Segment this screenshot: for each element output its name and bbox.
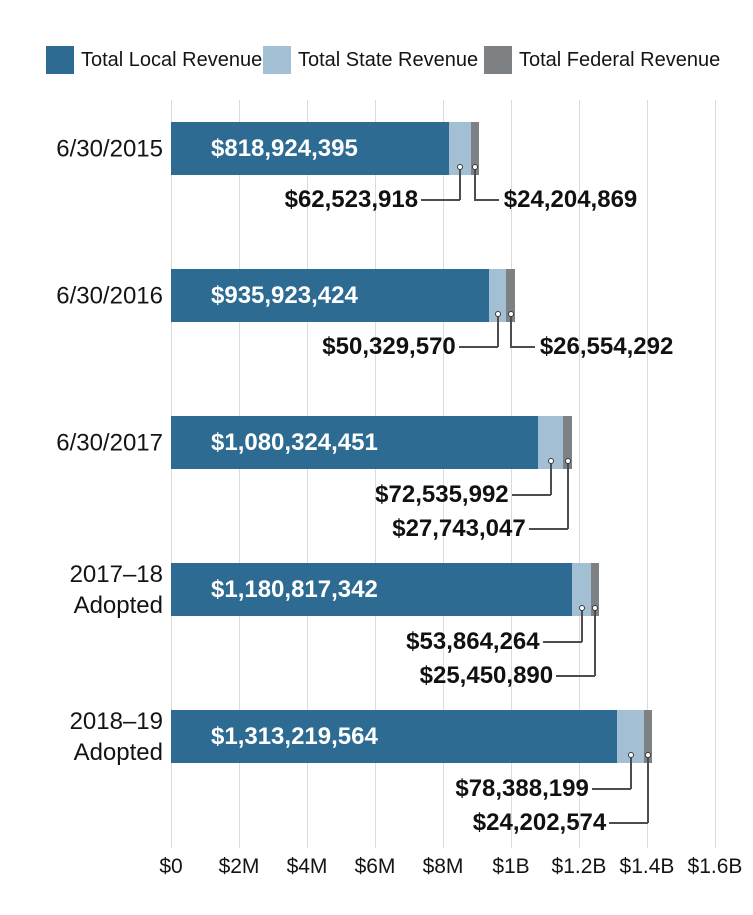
- local-value-label: $818,924,395: [211, 135, 358, 162]
- bar-segment-federal: [470, 122, 479, 175]
- state-value-label: $72,535,992: [375, 481, 509, 508]
- legend-swatch-state-icon: [263, 46, 291, 74]
- leader-line-horizontal: [528, 528, 568, 530]
- local-value-label: $1,080,324,451: [211, 429, 378, 456]
- leader-line-horizontal: [474, 199, 499, 201]
- leader-line-horizontal: [591, 788, 631, 790]
- leader-line-horizontal: [421, 199, 461, 201]
- leader-line-horizontal: [511, 494, 551, 496]
- legend-item-local: Total Local Revenue: [46, 46, 262, 74]
- federal-value-label: $25,450,890: [419, 662, 554, 689]
- leader-line-vertical: [647, 755, 650, 823]
- leader-line-vertical: [580, 608, 583, 642]
- legend-item-federal: Total Federal Revenue: [484, 46, 720, 74]
- gridline: [170, 100, 172, 848]
- leader-dot-icon: [627, 752, 634, 758]
- legend-label-state: Total State Revenue: [298, 49, 479, 71]
- gridline: [578, 100, 580, 848]
- legend-swatch-local-icon: [46, 46, 74, 74]
- x-tick-label: $6M: [354, 855, 396, 878]
- leader-dot-icon: [471, 164, 478, 170]
- leader-dot-icon: [645, 752, 652, 758]
- x-axis: $0 $2M $4M $6M $8M $1B $1.2B $1.4B $1.6B: [0, 852, 753, 884]
- x-tick-label: $1.4B: [619, 855, 675, 878]
- leader-line-vertical: [459, 167, 462, 200]
- bar-segment-state: [449, 122, 471, 175]
- local-value-label: $1,313,219,564: [211, 723, 378, 750]
- leader-dot-icon: [578, 605, 585, 611]
- bar-segment-local: [171, 269, 490, 322]
- x-tick-label: $2M: [218, 855, 260, 878]
- bar-segment-local: [171, 416, 539, 469]
- x-tick-label: $1B: [492, 855, 530, 878]
- leader-line-horizontal: [542, 641, 582, 643]
- leader-line-horizontal: [609, 822, 649, 824]
- federal-value-label: $24,202,574: [472, 809, 607, 836]
- leader-line-vertical: [549, 461, 552, 495]
- local-value-label: $935,923,424: [211, 282, 358, 309]
- leader-dot-icon: [494, 311, 501, 317]
- leader-line-vertical: [496, 314, 499, 347]
- x-tick-label: $8M: [422, 855, 464, 878]
- bar-segment-local: [171, 563, 573, 616]
- leader-line-horizontal: [556, 675, 596, 677]
- legend-label-local: Total Local Revenue: [81, 49, 263, 71]
- category-label: 6/30/2016: [56, 282, 163, 309]
- leader-line-horizontal: [458, 346, 498, 348]
- federal-value-label: $26,554,292: [539, 333, 674, 360]
- gridline: [374, 100, 376, 848]
- bar-segment-state: [489, 269, 507, 322]
- federal-value-label: $27,743,047: [392, 515, 526, 542]
- category-label: 6/30/2015: [56, 135, 163, 162]
- leader-line-vertical: [473, 167, 476, 201]
- state-value-label: $62,523,918: [284, 186, 419, 213]
- bar-segment-federal: [590, 563, 600, 616]
- local-value-label: $1,180,817,342: [211, 576, 378, 603]
- bar-segment-local: [171, 122, 450, 175]
- gridline: [646, 100, 648, 848]
- bar-segment-federal: [506, 269, 516, 322]
- state-value-label: $78,388,199: [455, 775, 589, 802]
- category-label: 2017–18 Adopted: [69, 560, 163, 619]
- gridline: [510, 100, 512, 848]
- leader-line-horizontal: [510, 346, 535, 348]
- federal-value-label: $24,204,869: [503, 186, 638, 213]
- state-value-label: $53,864,264: [406, 628, 540, 655]
- bar-segment-federal: [562, 416, 573, 469]
- legend-swatch-federal-icon: [484, 46, 512, 74]
- gridline: [714, 100, 716, 848]
- leader-line-vertical: [629, 755, 632, 789]
- leader-dot-icon: [547, 458, 554, 464]
- state-value-label: $50,329,570: [322, 333, 456, 360]
- bar-segment-local: [171, 710, 618, 763]
- leader-dot-icon: [507, 311, 514, 317]
- leader-dot-icon: [457, 164, 464, 170]
- leader-line-vertical: [509, 314, 512, 348]
- x-tick-label: $4M: [286, 855, 328, 878]
- leader-line-vertical: [594, 608, 597, 676]
- category-label: 6/30/2017: [56, 429, 163, 456]
- x-tick-label: $1.2B: [551, 855, 607, 878]
- x-tick-label: $0: [159, 855, 183, 878]
- category-label: 2018–19 Adopted: [69, 707, 163, 766]
- bar-segment-state: [572, 563, 591, 616]
- gridline: [238, 100, 240, 848]
- legend: Total Local Revenue Total State Revenue …: [0, 46, 753, 74]
- leader-dot-icon: [564, 458, 571, 464]
- gridline: [442, 100, 444, 848]
- x-tick-label: $1.6B: [687, 855, 743, 878]
- legend-label-federal: Total Federal Revenue: [519, 49, 721, 71]
- leader-line-vertical: [566, 461, 569, 529]
- legend-item-state: Total State Revenue: [263, 46, 478, 74]
- bar-segment-federal: [644, 710, 653, 763]
- gridline: [306, 100, 308, 848]
- leader-dot-icon: [592, 605, 599, 611]
